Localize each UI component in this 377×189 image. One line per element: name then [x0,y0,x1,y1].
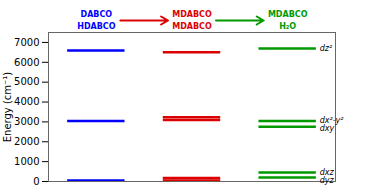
svg-text:1000: 1000 [14,156,39,167]
svg-text:MDABCO: MDABCO [172,10,212,19]
svg-text:5000: 5000 [14,76,39,87]
svg-text:0: 0 [33,176,39,187]
svg-text:3000: 3000 [14,116,39,127]
svg-text:MDABCO: MDABCO [172,22,212,31]
svg-text:dx²-y²: dx²-y² [319,116,344,126]
svg-text:4000: 4000 [14,96,39,107]
svg-text:2000: 2000 [14,136,39,147]
svg-text:6000: 6000 [14,57,39,68]
svg-text:dxy: dxy [320,124,335,133]
svg-text:HDABCO: HDABCO [77,22,115,31]
svg-text:dyz: dyz [320,176,335,185]
svg-text:dxz: dxz [319,168,334,178]
svg-text:DABCO: DABCO [81,10,113,19]
svg-text:H₂O: H₂O [279,22,296,31]
svg-text:MDABCO: MDABCO [268,10,308,19]
svg-text:dz²: dz² [320,44,333,53]
svg-text:Energy (cm⁻¹): Energy (cm⁻¹) [2,72,13,143]
svg-text:7000: 7000 [14,37,39,48]
